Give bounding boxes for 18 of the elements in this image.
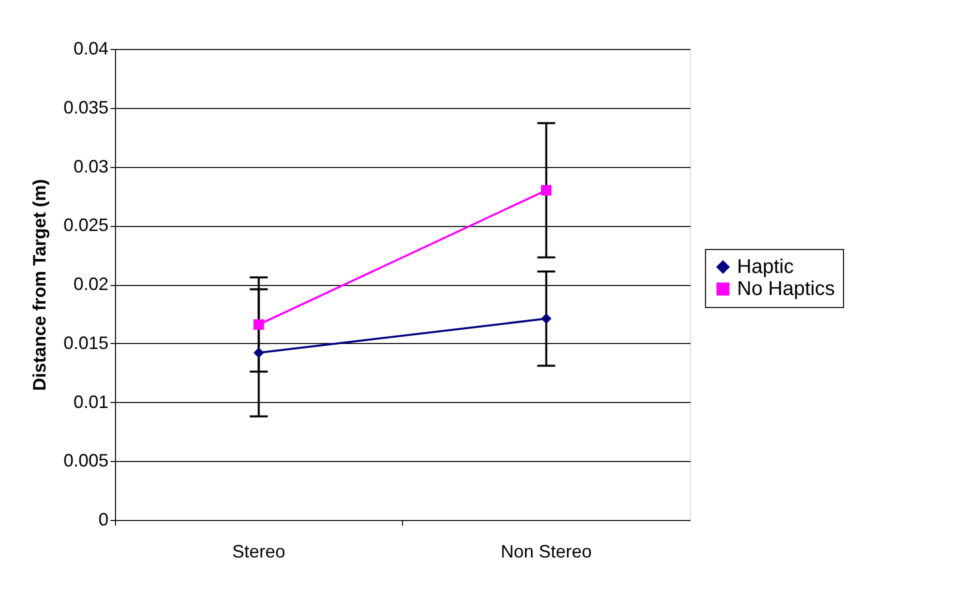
y-tick-label: 0.04 (73, 38, 108, 58)
legend-label: No Haptics (737, 278, 835, 300)
y-tick-label: 0.025 (63, 215, 108, 236)
y-tick-label: 0.02 (73, 274, 108, 294)
y-tick-label: 0.005 (63, 450, 108, 471)
y-tick-label: 0.015 (63, 332, 108, 353)
point (541, 313, 552, 324)
point (254, 348, 264, 358)
y-tick-label: 0.035 (63, 97, 108, 118)
y-tick-label: 0.01 (73, 392, 108, 412)
y-axis-title: Distance from Target (m) (29, 179, 50, 391)
y-tick-label: 0.03 (73, 156, 108, 176)
legend-label: Haptic (737, 256, 794, 278)
point (254, 319, 264, 330)
point (541, 185, 552, 196)
x-tick-label: Non Stereo (500, 542, 592, 562)
y-tick-label: 0 (98, 510, 108, 530)
x-tick-label: Stereo (232, 542, 286, 562)
